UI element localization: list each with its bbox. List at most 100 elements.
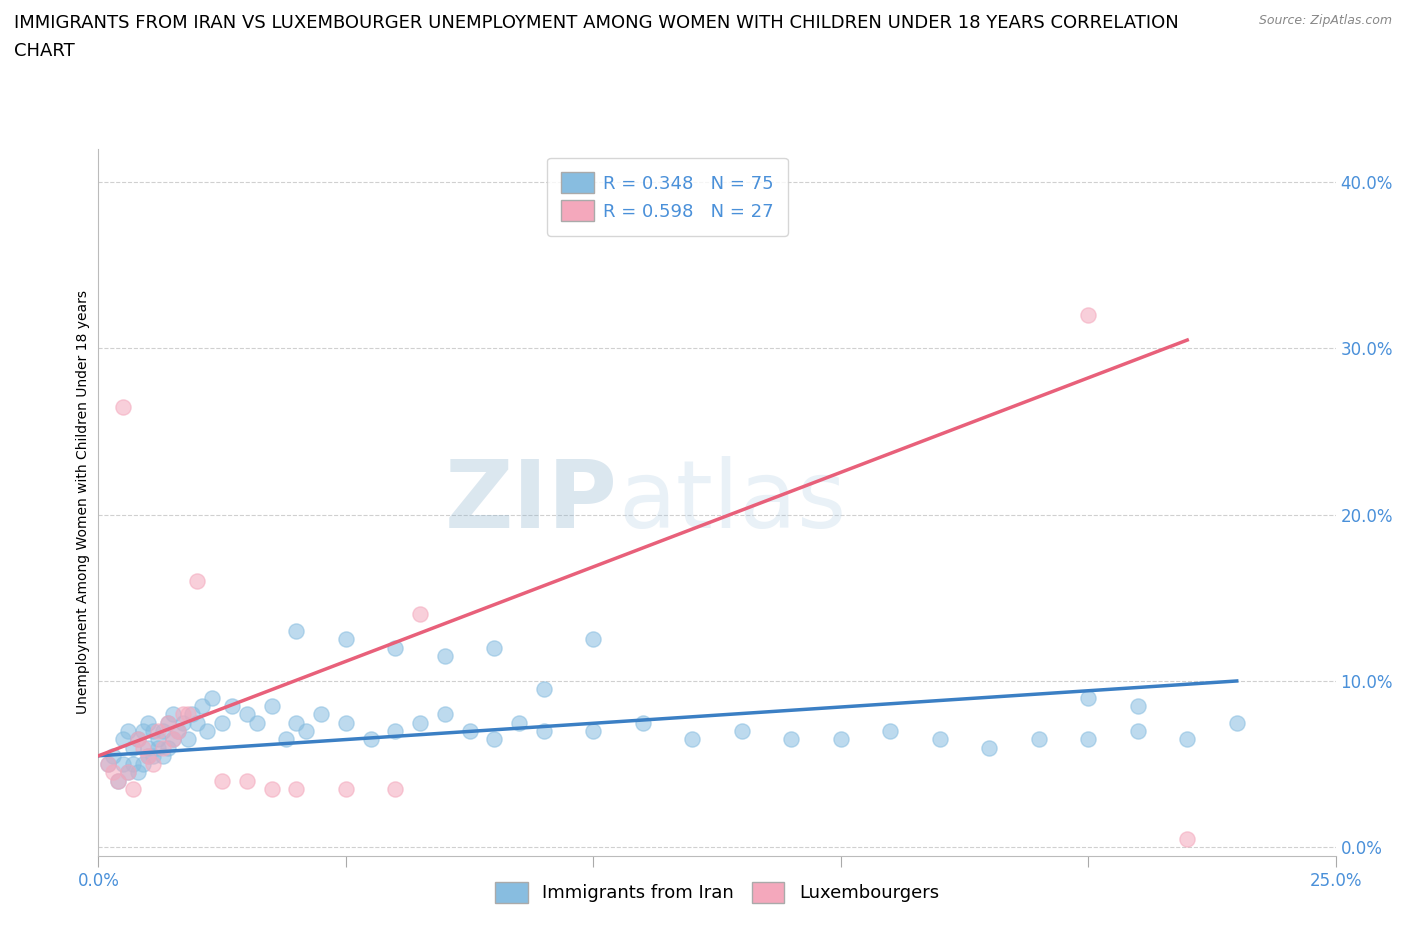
Text: ZIP: ZIP <box>446 457 619 548</box>
Point <box>533 724 555 738</box>
Point <box>236 707 259 722</box>
Point <box>112 732 135 747</box>
Point <box>260 698 283 713</box>
Point <box>384 781 406 796</box>
Point <box>221 698 243 713</box>
Y-axis label: Unemployment Among Women with Children Under 18 years: Unemployment Among Women with Children U… <box>76 290 90 714</box>
Point <box>127 765 149 780</box>
Point <box>335 632 357 647</box>
Point <box>146 740 169 755</box>
Point <box>117 765 139 780</box>
Point <box>152 724 174 738</box>
Text: CHART: CHART <box>14 42 75 60</box>
Point <box>181 707 204 722</box>
Point <box>117 765 139 780</box>
Point <box>484 640 506 655</box>
Point <box>166 724 188 738</box>
Text: IMMIGRANTS FROM IRAN VS LUXEMBOURGER UNEMPLOYMENT AMONG WOMEN WITH CHILDREN UNDE: IMMIGRANTS FROM IRAN VS LUXEMBOURGER UNE… <box>14 14 1178 32</box>
Point <box>285 624 308 639</box>
Point <box>458 724 481 738</box>
Point <box>132 740 155 755</box>
Point <box>236 774 259 789</box>
Point <box>107 774 129 789</box>
Point <box>176 707 198 722</box>
Point <box>1175 831 1198 846</box>
Point <box>582 632 605 647</box>
Point <box>136 749 159 764</box>
Point <box>132 757 155 772</box>
Point <box>1126 724 1149 738</box>
Point <box>1077 308 1099 323</box>
Point <box>409 715 432 730</box>
Point <box>136 749 159 764</box>
Point <box>201 690 224 705</box>
Point <box>780 732 803 747</box>
Point <box>1077 732 1099 747</box>
Point <box>156 740 179 755</box>
Point <box>162 732 184 747</box>
Text: atlas: atlas <box>619 457 846 548</box>
Point <box>186 574 208 589</box>
Point <box>681 732 703 747</box>
Point <box>1028 732 1050 747</box>
Point <box>582 724 605 738</box>
Point <box>172 715 194 730</box>
Point <box>384 724 406 738</box>
Point <box>127 732 149 747</box>
Legend: Immigrants from Iran, Luxembourgers: Immigrants from Iran, Luxembourgers <box>481 868 953 917</box>
Point <box>533 682 555 697</box>
Point <box>103 765 125 780</box>
Point <box>146 724 169 738</box>
Point <box>195 724 218 738</box>
Point <box>335 715 357 730</box>
Point <box>246 715 269 730</box>
Point <box>191 698 214 713</box>
Point <box>156 715 179 730</box>
Point <box>156 715 179 730</box>
Point <box>508 715 530 730</box>
Point <box>285 715 308 730</box>
Point <box>142 724 165 738</box>
Point <box>211 774 233 789</box>
Point <box>122 757 145 772</box>
Point <box>142 749 165 764</box>
Point <box>127 732 149 747</box>
Point <box>830 732 852 747</box>
Point <box>146 732 169 747</box>
Point <box>295 724 318 738</box>
Point <box>162 732 184 747</box>
Point <box>384 640 406 655</box>
Point <box>107 774 129 789</box>
Point <box>186 715 208 730</box>
Point <box>1077 690 1099 705</box>
Point <box>103 749 125 764</box>
Point <box>309 707 332 722</box>
Point <box>731 724 754 738</box>
Point <box>1226 715 1249 730</box>
Point <box>166 724 188 738</box>
Point <box>879 724 901 738</box>
Point <box>176 732 198 747</box>
Point <box>152 740 174 755</box>
Point <box>97 757 120 772</box>
Point <box>409 607 432 622</box>
Text: Source: ZipAtlas.com: Source: ZipAtlas.com <box>1258 14 1392 27</box>
Point <box>152 749 174 764</box>
Point <box>433 707 456 722</box>
Point <box>1175 732 1198 747</box>
Point <box>631 715 654 730</box>
Point <box>260 781 283 796</box>
Point <box>285 781 308 796</box>
Point <box>928 732 950 747</box>
Point <box>117 724 139 738</box>
Point <box>360 732 382 747</box>
Point <box>484 732 506 747</box>
Point <box>433 648 456 663</box>
Point <box>211 715 233 730</box>
Point <box>122 740 145 755</box>
Point <box>136 740 159 755</box>
Point <box>172 707 194 722</box>
Point <box>335 781 357 796</box>
Point <box>112 399 135 414</box>
Point <box>142 757 165 772</box>
